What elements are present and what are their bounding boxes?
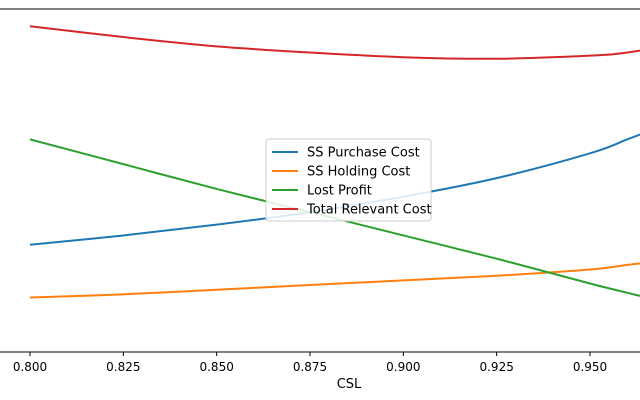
series-line-ss-holding-cost [29, 262, 640, 299]
x-tick-label: 0.950 [573, 360, 607, 374]
legend-frame [265, 138, 432, 222]
plot-area [0, 8, 640, 353]
x-axis-label: CSL [337, 377, 362, 392]
x-tick-label: 0.825 [106, 360, 140, 374]
legend-label: Lost Profit [307, 184, 372, 199]
x-tick-label: 0.925 [479, 360, 513, 374]
legend-label: SS Holding Cost [307, 165, 410, 180]
x-tick-label: 0.800 [13, 360, 47, 374]
series-line-total-relevant-cost [29, 25, 640, 60]
x-tick-label: 0.900 [386, 360, 420, 374]
series-line-lost-profit [29, 138, 640, 297]
x-tick-label: 0.850 [199, 360, 233, 374]
legend: SS Purchase Cost SS Holding Cost Lost Prof… [265, 138, 432, 222]
legend-label: SS Purchase Cost [307, 146, 420, 161]
legend-label: Total Relevant Cost [306, 203, 432, 218]
x-tick-label: 0.875 [293, 360, 327, 374]
